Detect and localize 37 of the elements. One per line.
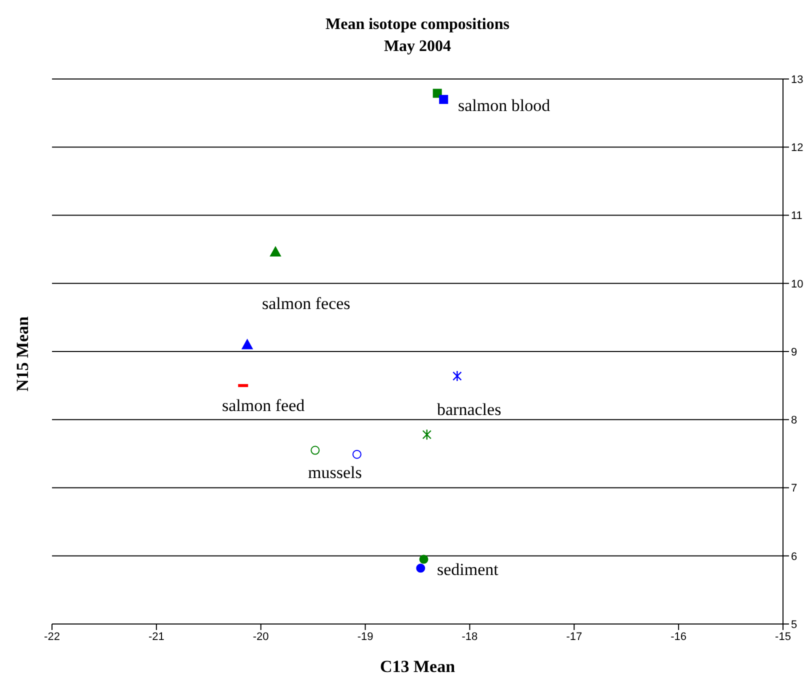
- chart-subtitle: May 2004: [382, 37, 452, 57]
- x-tick-label: -15: [775, 630, 791, 643]
- y-tick-label: 13: [791, 74, 804, 86]
- point: [310, 446, 320, 455]
- point: [352, 450, 362, 459]
- x-tick-label: -21: [148, 630, 164, 643]
- annotation: barnacles: [437, 400, 502, 419]
- y-tick-label: 10: [791, 278, 804, 290]
- chart-title: Mean isotope compositions: [324, 15, 510, 35]
- x-axis-title: C13 Mean: [380, 657, 456, 676]
- y-tick-label: 7: [791, 482, 798, 495]
- point: [416, 564, 426, 573]
- x-tick-label: -22: [44, 630, 60, 643]
- y-tick-label: 5: [791, 618, 798, 631]
- x-tick-label: -17: [566, 630, 582, 643]
- point: [270, 246, 281, 257]
- x-tick-label: -18: [462, 630, 478, 643]
- point: [439, 94, 448, 104]
- annotation: salmon feed: [222, 396, 306, 415]
- x-tick-label: -19: [357, 630, 374, 643]
- x-tick-label: -20: [252, 630, 269, 643]
- point: [422, 429, 432, 440]
- point: [432, 88, 442, 98]
- y-tick-label: 8: [791, 414, 798, 427]
- y-tick-label: 9: [791, 346, 798, 358]
- point: [419, 554, 428, 564]
- y-axis-title: N15 Mean: [13, 316, 32, 392]
- y-tick-label: 11: [791, 210, 802, 222]
- point: [242, 339, 253, 350]
- point: [452, 370, 462, 382]
- annotation: mussels: [308, 463, 362, 482]
- y-tick-label: 12: [791, 142, 804, 154]
- annotation: salmon blood: [458, 96, 551, 115]
- y-tick-label: 6: [791, 550, 798, 563]
- annotation: salmon feces: [262, 294, 350, 313]
- annotation: sediment: [437, 560, 499, 579]
- x-tick-label: -16: [670, 630, 687, 643]
